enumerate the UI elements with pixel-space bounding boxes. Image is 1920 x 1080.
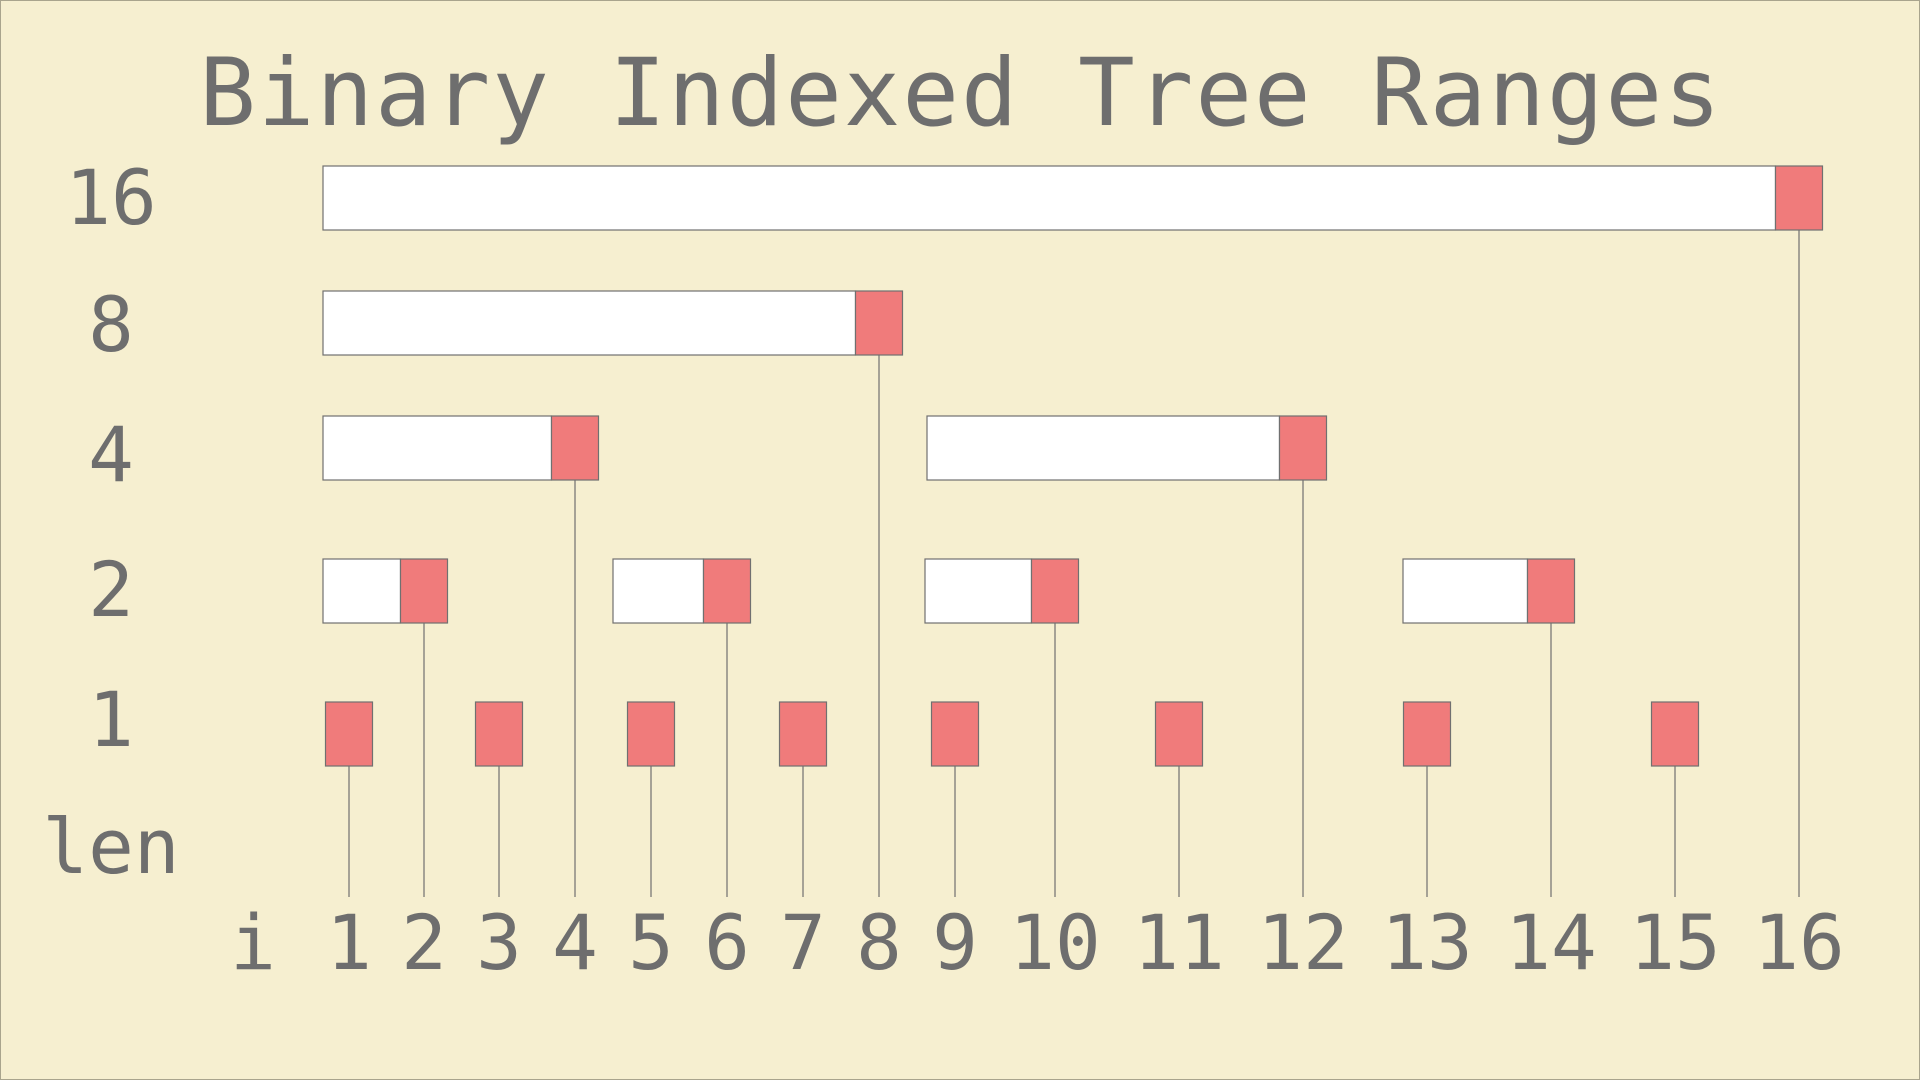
range-node-6: [702, 558, 752, 624]
y-axis-labels: 16 8 4 2 1 len: [42, 153, 179, 891]
x-index-label-10: 10: [1009, 898, 1101, 987]
range-body-16: [322, 165, 1777, 231]
y-level-label-2: 2: [88, 545, 134, 634]
range-body-2: [322, 558, 402, 624]
range-body-12: [926, 415, 1281, 481]
x-index-label-9: 9: [932, 898, 978, 987]
range-body-14: [1402, 558, 1529, 624]
diagram-title: Binary Indexed Tree Ranges: [199, 39, 1722, 148]
x-index-label-2: 2: [401, 898, 447, 987]
range-node-9: [930, 701, 980, 767]
range-node-12: [1278, 415, 1328, 481]
x-index-label-11: 11: [1133, 898, 1225, 987]
y-level-label-4: 4: [88, 410, 134, 499]
x-index-label-13: 13: [1381, 898, 1473, 987]
y-level-label-1: 1: [88, 675, 134, 764]
range-node-3: [474, 701, 524, 767]
range-node-2: [399, 558, 449, 624]
range-node-11: [1154, 701, 1204, 767]
x-index-label-4: 4: [552, 898, 598, 987]
range-bars: [322, 165, 1824, 767]
range-node-14: [1526, 558, 1576, 624]
x-index-label-15: 15: [1629, 898, 1721, 987]
x-index-label-5: 5: [628, 898, 674, 987]
range-body-6: [612, 558, 705, 624]
range-body-8: [322, 290, 857, 356]
x-axis-labels: i 1 2 3 4 5 6 7 8 9 10 11 12 13 14 15 16: [230, 898, 1845, 987]
stem-lines: [348, 230, 1800, 897]
range-node-8: [854, 290, 904, 356]
range-node-7: [778, 701, 828, 767]
x-index-label-14: 14: [1505, 898, 1597, 987]
range-node-15: [1650, 701, 1700, 767]
range-node-16: [1774, 165, 1824, 231]
range-node-4: [550, 415, 600, 481]
x-index-label-1: 1: [326, 898, 372, 987]
range-node-10: [1030, 558, 1080, 624]
range-node-1: [324, 701, 374, 767]
x-index-label-8: 8: [856, 898, 902, 987]
y-level-label-16: 16: [65, 153, 157, 242]
range-body-10: [924, 558, 1033, 624]
x-index-label-7: 7: [780, 898, 826, 987]
range-node-13: [1402, 701, 1452, 767]
x-axis-label: i: [230, 898, 276, 987]
x-index-label-16: 16: [1753, 898, 1845, 987]
y-axis-label: len: [42, 802, 179, 891]
range-node-5: [626, 701, 676, 767]
x-index-label-3: 3: [476, 898, 522, 987]
x-index-label-12: 12: [1257, 898, 1349, 987]
y-level-label-8: 8: [88, 280, 134, 369]
range-body-4: [322, 415, 553, 481]
x-index-label-6: 6: [704, 898, 750, 987]
